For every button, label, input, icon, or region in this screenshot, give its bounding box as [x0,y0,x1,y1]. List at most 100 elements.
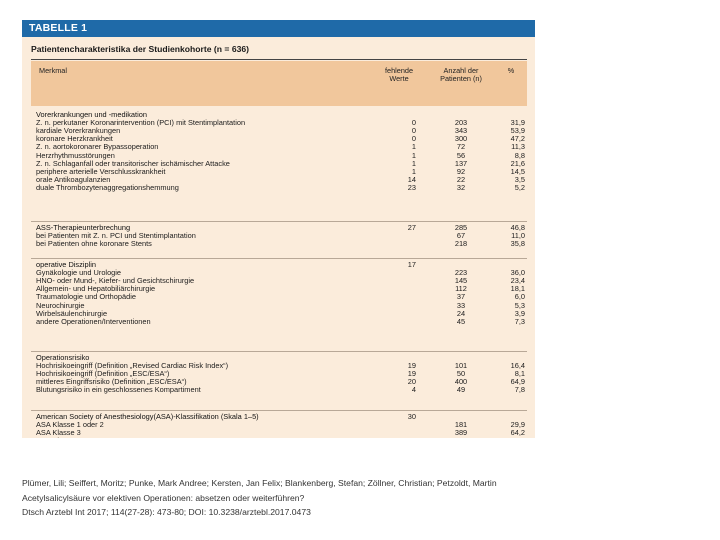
row-count: 45 [456,316,466,326]
column-header-row: Merkmal fehlende Werte Anzahl der Patien… [31,61,527,106]
row-percent: 16,4 [510,361,525,371]
table-row: mittleres Eingriffsrisiko (Definition „E… [31,378,527,386]
row-label: Hochrisikoeingriff (Definition „ESC/ESA“… [36,369,170,379]
row-label: Hochrisikoeingriff (Definition „Revised … [36,361,229,371]
row-percent: 23,4 [510,276,525,286]
row-count: 223 [454,268,468,278]
section-missing: 30 [407,412,416,421]
row-missing: 0 [411,126,416,136]
row-count: 389 [454,428,468,438]
row-count: 400 [454,377,468,387]
column-header-count: Anzahl der Patienten (n) [431,67,491,83]
row-count: 32 [456,182,466,192]
row-missing: 19 [407,369,416,379]
table-row: ASA Klasse 4 36 5,9 [31,437,527,438]
row-label: Allgemein- und Hepatobiliärchirurgie [36,284,156,294]
row-missing: 1 [411,142,416,152]
table-row: Traumatologie und Orthopädie 37 6,0 [31,293,527,301]
table-row: ASA Klasse 1 oder 2 181 29,9 [31,421,527,429]
row-label: ASA Klasse 4 [36,437,81,438]
row-percent: 6,0 [514,292,525,302]
row-count: 181 [454,420,468,430]
table-row: periphere arterielle Verschlusskrankheit… [31,167,527,176]
row-label: Traumatologie und Orthopädie [36,292,136,302]
row-percent: 3,5 [514,174,525,184]
row-percent: 36,0 [510,268,525,278]
row-percent: 11,3 [511,142,525,152]
table-row: Wirbelsäulenchirurgie 24 3,9 [31,308,527,318]
section-heading-row: Vorerkrankungen und -medikation [31,111,527,119]
table-title: Patientencharakteristika der Studienkoho… [31,44,250,54]
row-missing: 23 [407,182,416,192]
row-percent: 7,8 [514,385,525,395]
row-missing: 20 [407,377,416,387]
row-label: bei Patienten ohne koronare Stents [36,239,152,249]
title-divider [31,59,527,60]
column-header-missing-line1: fehlende [385,66,413,75]
table-row: kardiale Vorerkrankungen 0 343 53,9 [31,127,527,135]
table-row: duale Thrombozytenaggregationshemmung 23 3… [31,182,527,192]
table-row: Allgemein- und Hepatobiliärchirurgie 112 1… [31,285,527,293]
row-missing: 14 [407,174,416,184]
row-missing: 0 [411,134,416,144]
row-percent: 53,9 [510,126,525,136]
row-missing: 1 [411,150,416,160]
row-count: 300 [454,134,468,144]
column-header-missing-line2: Werte [389,74,409,83]
row-percent: 64,2 [510,428,525,438]
row-percent: 47,2 [510,134,525,144]
row-count: 343 [454,126,468,136]
section-divider [31,351,527,352]
row-count: 67 [456,231,466,241]
row-label: Z. n. perkutaner Koronarintervention (PC… [36,118,246,128]
section-heading: operative Disziplin [36,260,96,269]
section-heading: Operationsrisiko [36,353,90,362]
column-header-percent: % [507,66,515,75]
column-header-missing: fehlende Werte [375,67,423,83]
section-divider [31,410,527,411]
row-label: Z. n. aortokoronarer Bypassoperation [36,142,159,152]
table-row: Hochrisikoeingriff (Definition „ESC/ESA“… [31,370,527,378]
row-count: 72 [456,142,466,152]
citation-source: Dtsch Arztebl Int 2017; 114(27-28): 473-… [22,507,311,517]
row-label: HNO- oder Mund-, Kiefer- und Gesichtschi… [36,276,195,286]
section-heading-row: operative Disziplin 17 [31,261,527,269]
table-row: Z. n. aortokoronarer Bypassoperation 1 72 1… [31,143,527,151]
row-count: 50 [456,369,466,379]
row-count: 112 [455,284,467,294]
section-divider [31,221,527,222]
row-missing: 19 [407,361,416,371]
row-label: ASA Klasse 1 oder 2 [36,420,104,430]
table-row: koronare Herzkrankheit 0 300 47,2 [31,135,527,143]
row-label: duale Thrombozytenaggregationshemmung [36,182,179,192]
row-percent: 5,3 [514,300,525,310]
section-divider [31,258,527,259]
row-label: kardiale Vorerkrankungen [36,126,121,136]
citation-title: Acetylsalicylsäure vor elektiven Operati… [22,493,305,503]
row-missing: 1 [411,158,416,168]
row-percent: 7,3 [514,316,525,326]
section-missing: 17 [407,260,416,269]
section-heading-row: ASS-Therapieunterbrechung 27 285 46,8 [31,224,527,232]
row-label: Neurochirurgie [36,300,85,310]
row-percent: 3,9 [514,308,525,318]
row-missing: 4 [411,385,416,395]
row-percent: 35,8 [510,239,525,249]
section-missing: 27 [407,223,416,232]
row-percent: 21,6 [510,158,525,168]
row-label: koronare Herzkrankheit [36,134,113,144]
row-percent: 64,9 [510,377,525,387]
section-heading: American Society of Anesthesiology(ASA)-… [36,412,259,421]
row-count: 36 [431,437,491,438]
row-percent: 8,8 [514,150,525,160]
row-count: 22 [456,174,466,184]
row-percent: 8,1 [514,369,525,379]
table-row: Z. n. Schlaganfall oder transitorischer … [31,158,527,168]
column-header-count-line1: Anzahl der [443,66,479,75]
row-count: 33 [456,300,466,310]
row-count: 49 [456,385,466,395]
table-label: TABELLE 1 [29,22,88,34]
row-label: mittleres Eingriffsrisiko (Definition „E… [36,377,187,387]
row-percent: 5,2 [514,182,525,192]
row-missing: 0 [411,118,416,128]
